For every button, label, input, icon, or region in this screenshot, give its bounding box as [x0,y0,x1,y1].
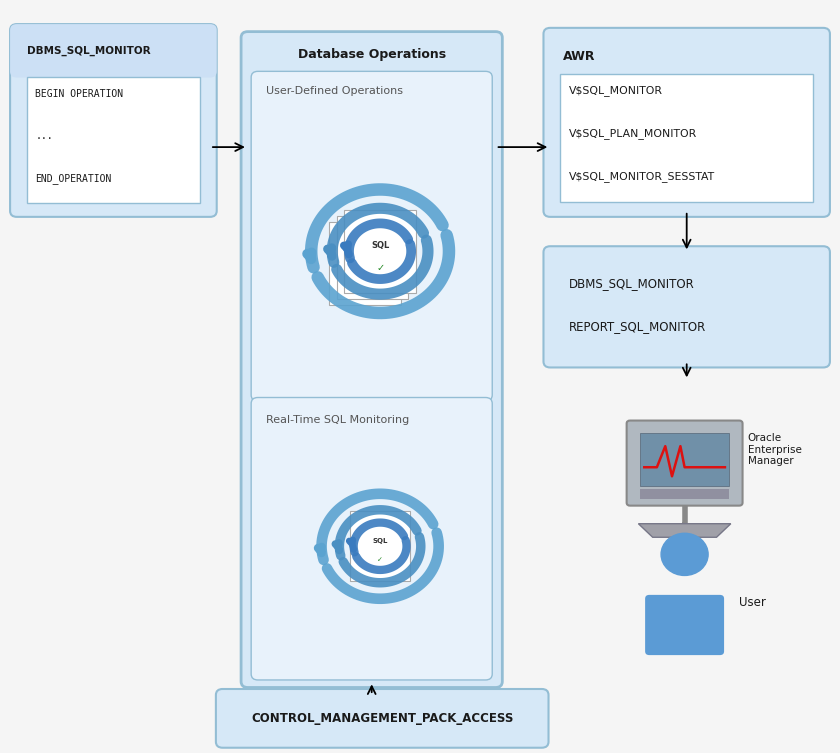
FancyBboxPatch shape [645,595,724,655]
FancyBboxPatch shape [560,74,813,202]
Text: CONTROL_MANAGEMENT_PACK_ACCESS: CONTROL_MANAGEMENT_PACK_ACCESS [251,712,513,725]
FancyBboxPatch shape [10,24,217,217]
FancyBboxPatch shape [337,216,408,299]
Text: ✓: ✓ [376,263,384,273]
FancyBboxPatch shape [349,511,411,581]
Text: Oracle
Enterprise
Manager: Oracle Enterprise Manager [748,433,801,466]
Text: ✓: ✓ [377,557,383,563]
Text: V$SQL_MONITOR_SESSTAT: V$SQL_MONITOR_SESSTAT [569,171,715,181]
Text: REPORT_SQL_MONITOR: REPORT_SQL_MONITOR [569,320,706,334]
Text: END_OPERATION: END_OPERATION [35,173,112,184]
Text: ...: ... [35,131,53,142]
FancyBboxPatch shape [27,77,200,203]
FancyBboxPatch shape [216,689,549,748]
FancyBboxPatch shape [241,32,502,687]
Text: SQL: SQL [372,538,388,544]
Text: User-Defined Operations: User-Defined Operations [266,86,403,96]
FancyBboxPatch shape [640,489,729,498]
Text: AWR: AWR [563,50,596,63]
FancyBboxPatch shape [543,246,830,367]
Circle shape [661,533,708,575]
Text: V$SQL_MONITOR: V$SQL_MONITOR [569,85,663,96]
FancyBboxPatch shape [251,398,492,680]
Text: DBMS_SQL_MONITOR: DBMS_SQL_MONITOR [27,46,150,56]
Text: V$SQL_PLAN_MONITOR: V$SQL_PLAN_MONITOR [569,128,697,139]
FancyBboxPatch shape [627,420,743,506]
FancyBboxPatch shape [344,210,416,293]
FancyBboxPatch shape [640,432,729,486]
FancyBboxPatch shape [543,28,830,217]
FancyBboxPatch shape [329,222,401,305]
Text: BEGIN OPERATION: BEGIN OPERATION [35,89,123,99]
Text: Database Operations: Database Operations [297,47,446,61]
Text: DBMS_SQL_MONITOR: DBMS_SQL_MONITOR [569,277,695,291]
Text: Real-Time SQL Monitoring: Real-Time SQL Monitoring [266,415,410,425]
Text: User: User [739,596,766,609]
FancyBboxPatch shape [251,72,492,401]
FancyBboxPatch shape [10,24,217,78]
Polygon shape [638,524,731,538]
Text: SQL: SQL [371,241,389,250]
